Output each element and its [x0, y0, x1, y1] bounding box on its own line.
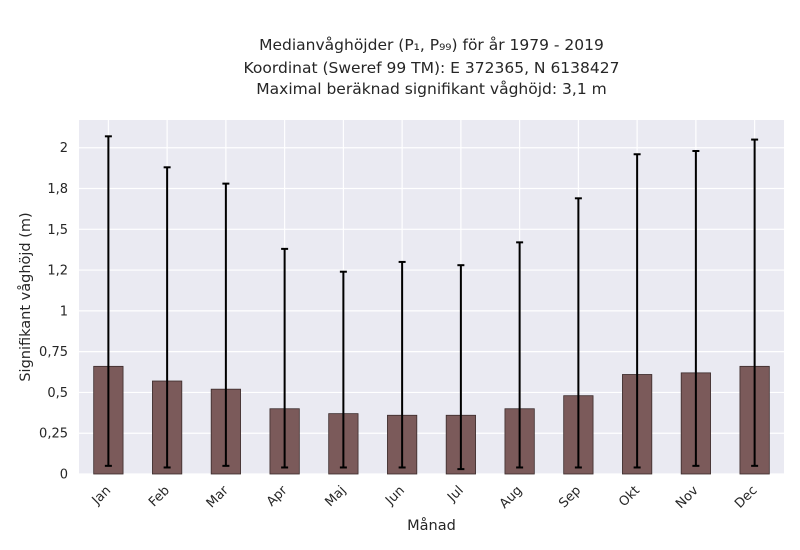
y-tick-label: 0,25: [39, 427, 68, 442]
x-tick-label: Aug: [497, 483, 526, 512]
y-tick-label: 1,5: [47, 223, 68, 238]
x-tick-label: Jun: [382, 483, 408, 509]
x-tick-label: Jan: [89, 483, 114, 508]
chart-title-line-2: Koordinat (Sweref 99 TM): E 372365, N 61…: [243, 59, 620, 77]
y-tick-label: 2: [60, 141, 68, 156]
y-tick-label: 1: [60, 304, 68, 319]
x-tick-label: Mar: [204, 483, 232, 511]
x-tick-label: Maj: [322, 483, 349, 510]
x-axis-ticks: Jan Feb Mar Apr Maj Jun Jul Aug Sep Okt Nov Dec: [89, 483, 761, 512]
x-tick-label: Apr: [264, 483, 291, 510]
x-tick-label: Nov: [673, 483, 702, 512]
x-tick-label: Dec: [732, 483, 760, 511]
y-tick-label: 0,5: [47, 386, 68, 401]
error-bars: [104, 135, 759, 471]
x-tick-label: Jul: [444, 483, 466, 505]
x-axis-label: Månad: [407, 517, 456, 534]
y-tick-label: 1,8: [47, 182, 68, 197]
chart-title-line-1: Medianvåghöjder (P₁, P₉₉) för år 1979 - …: [259, 36, 604, 54]
y-axis-ticks: 0 0,25 0,5 0,75 1 1,2 1,5 1,8 2: [39, 141, 68, 482]
x-tick-label: Feb: [146, 483, 173, 510]
x-tick-label: Okt: [616, 483, 643, 510]
y-tick-label: 0: [60, 468, 68, 483]
y-axis-label: Signifikant våghöjd (m): [17, 212, 34, 381]
x-tick-label: Sep: [556, 483, 584, 511]
chart-title-line-3: Maximal beräknad signifikant våghöjd: 3,…: [256, 80, 607, 98]
plot-area: [79, 120, 784, 474]
y-tick-label: 1,2: [47, 264, 68, 279]
y-tick-label: 0,75: [39, 345, 68, 360]
